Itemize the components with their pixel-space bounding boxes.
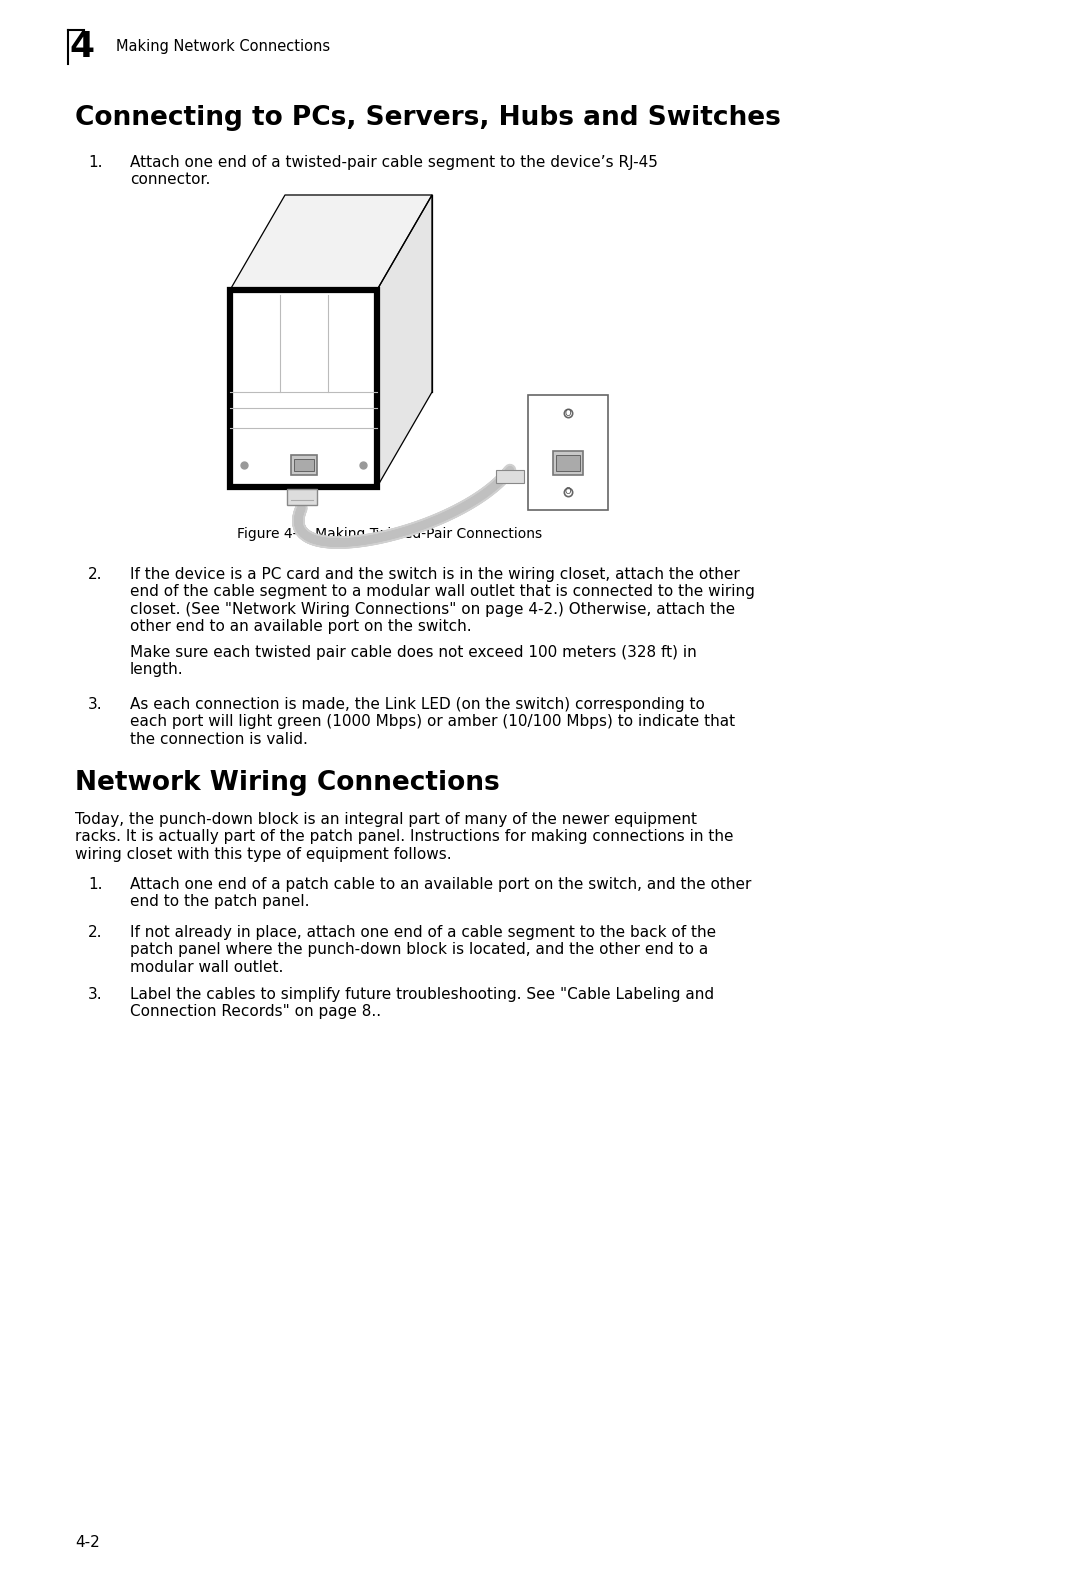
Bar (230, 290, 377, 487)
Polygon shape (230, 195, 432, 290)
Bar (286, 488, 316, 506)
Text: If the device is a PC card and the switch is in the wiring closet, attach the ot: If the device is a PC card and the switc… (130, 567, 755, 634)
Text: O: O (565, 408, 571, 418)
Text: 2.: 2. (87, 567, 103, 582)
Text: Figure 4-1  Making Twisted-Pair Connections: Figure 4-1 Making Twisted-Pair Connectio… (238, 528, 542, 542)
Text: 3.: 3. (87, 697, 103, 713)
Text: Make sure each twisted pair cable does not exceed 100 meters (328 ft) in
length.: Make sure each twisted pair cable does n… (130, 645, 697, 677)
Text: Network Wiring Connections: Network Wiring Connections (75, 769, 500, 796)
Text: O: O (565, 488, 571, 496)
Bar (291, 455, 316, 476)
Bar (528, 396, 608, 510)
Text: 3.: 3. (87, 988, 103, 1002)
Text: Connecting to PCs, Servers, Hubs and Switches: Connecting to PCs, Servers, Hubs and Swi… (75, 105, 781, 130)
Bar (294, 460, 313, 471)
Polygon shape (377, 195, 432, 487)
Text: 4: 4 (69, 30, 95, 64)
Bar (556, 454, 580, 471)
Text: Making Network Connections: Making Network Connections (116, 39, 330, 55)
Bar (553, 451, 583, 474)
Text: Today, the punch-down block is an integral part of many of the newer equipment
r: Today, the punch-down block is an integr… (75, 812, 733, 862)
Text: Attach one end of a twisted-pair cable segment to the device’s RJ-45
connector.: Attach one end of a twisted-pair cable s… (130, 155, 658, 187)
Text: Attach one end of a patch cable to an available port on the switch, and the othe: Attach one end of a patch cable to an av… (130, 878, 752, 909)
Text: 2.: 2. (87, 925, 103, 940)
Text: 4-2: 4-2 (75, 1535, 99, 1550)
Text: 1.: 1. (87, 878, 103, 892)
Text: Label the cables to simplify future troubleshooting. See "Cable Labeling and
Con: Label the cables to simplify future trou… (130, 988, 714, 1019)
Text: As each connection is made, the Link LED (on the switch) corresponding to
each p: As each connection is made, the Link LED… (130, 697, 735, 747)
Text: If not already in place, attach one end of a cable segment to the back of the
pa: If not already in place, attach one end … (130, 925, 716, 975)
Bar (496, 469, 524, 484)
Text: 1.: 1. (87, 155, 103, 170)
